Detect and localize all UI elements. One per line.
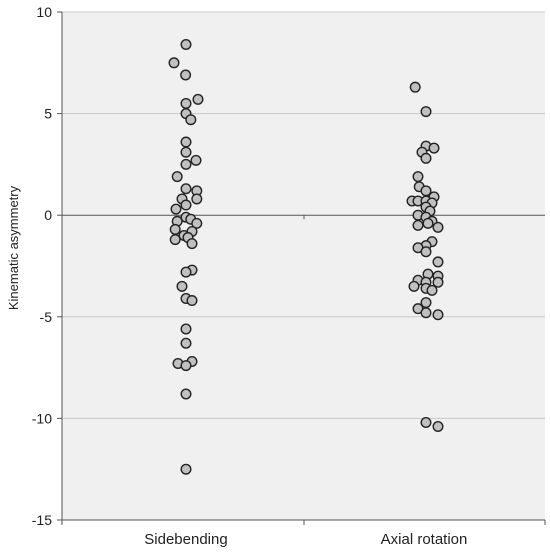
data-point <box>176 280 188 292</box>
data-point <box>168 57 180 69</box>
data-point <box>180 337 192 349</box>
y-tick-label: -5 <box>40 309 53 325</box>
data-point <box>180 388 192 400</box>
data-point <box>191 217 203 229</box>
data-point <box>412 219 424 231</box>
axes <box>57 11 546 525</box>
data-point <box>420 106 432 118</box>
y-tick-label: 0 <box>44 207 52 223</box>
data-point <box>191 193 203 205</box>
data-point <box>180 266 192 278</box>
data-point <box>180 146 192 158</box>
data-point <box>408 280 420 292</box>
y-tick-label: -15 <box>32 512 52 528</box>
data-point <box>426 284 438 296</box>
data-point <box>432 421 444 433</box>
data-point <box>420 307 432 319</box>
data-point <box>412 171 424 183</box>
data-point <box>432 221 444 233</box>
plot-background <box>62 12 545 520</box>
data-point <box>432 256 444 268</box>
data-point <box>180 323 192 335</box>
gridlines <box>62 11 545 419</box>
y-tick-label: 5 <box>44 106 52 122</box>
data-point <box>420 246 432 258</box>
data-point <box>171 171 183 183</box>
data-point <box>409 81 421 93</box>
data-point <box>169 234 181 246</box>
data-point <box>170 203 182 215</box>
x-category-label: Axial rotation <box>381 531 468 548</box>
x-category-labels: Sidebending Axial rotation <box>144 531 467 548</box>
y-tick-label: 10 <box>36 4 52 20</box>
data-point <box>432 309 444 321</box>
data-point <box>428 142 440 154</box>
y-tick-labels: 10 5 0 -5 -10 -15 <box>32 4 52 528</box>
plot-area <box>62 12 545 520</box>
data-point <box>422 217 434 229</box>
data-point <box>169 223 181 235</box>
x-category-label: Sidebending <box>144 531 227 548</box>
data-point <box>432 276 444 288</box>
data-point <box>180 158 192 170</box>
data-point <box>180 39 192 51</box>
data-point <box>180 463 192 475</box>
data-point <box>180 199 192 211</box>
data-point <box>180 69 192 81</box>
data-point <box>180 136 192 148</box>
data-point <box>186 238 198 250</box>
data-points <box>168 39 444 475</box>
data-point <box>180 360 192 372</box>
data-point <box>190 154 202 166</box>
y-tick-label: -10 <box>32 410 52 426</box>
data-point <box>180 183 192 195</box>
data-point <box>186 295 198 307</box>
data-point <box>192 93 204 105</box>
data-point <box>420 416 432 428</box>
data-point <box>180 97 192 109</box>
y-axis-title: Kinematic asymmetry <box>6 185 21 310</box>
data-point <box>420 152 432 164</box>
data-point <box>185 114 197 126</box>
